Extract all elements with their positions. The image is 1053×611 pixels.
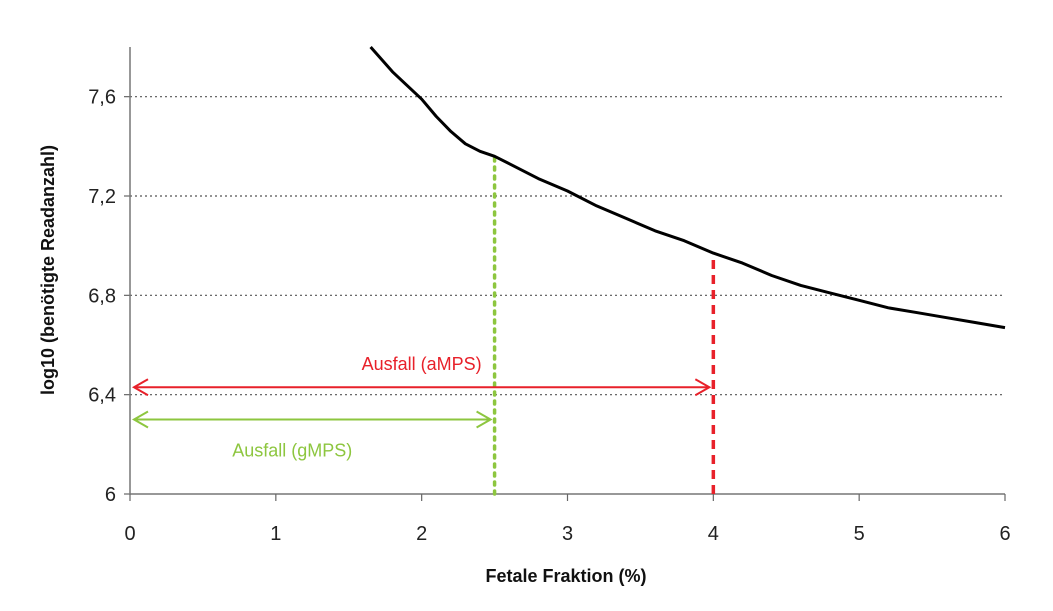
- y-tick-label: 7,2: [88, 186, 116, 208]
- x-axis-title: Fetale Fraktion (%): [485, 566, 646, 586]
- y-tick-label: 6,8: [88, 285, 116, 307]
- vertical-markers: [492, 154, 716, 496]
- x-tick-label: 3: [562, 523, 573, 545]
- annotation-label: Ausfall (aMPS): [362, 354, 482, 374]
- annotation-arrowhead-left: [131, 410, 149, 429]
- x-tick-label: 2: [416, 523, 427, 545]
- series: [369, 46, 1006, 330]
- x-tick-label: 1: [270, 523, 281, 545]
- y-tick-label: 6,4: [88, 385, 116, 407]
- x-tick-label: 0: [124, 523, 135, 545]
- x-tick-label: 6: [999, 523, 1010, 545]
- y-axis-title: log10 (benötigte Readanzahl): [38, 145, 58, 395]
- annotation-arrowhead-left: [131, 378, 149, 397]
- y-tick-label: 6: [105, 484, 116, 506]
- series-line: [369, 46, 1006, 330]
- gridlines: [124, 96, 1005, 495]
- x-tick-label: 4: [708, 523, 719, 545]
- annotation-arrowhead-right: [694, 378, 712, 397]
- axes: [129, 47, 1005, 495]
- y-tick-labels: 6 6,4 6,8 7,2 7,6: [88, 87, 116, 506]
- annotation-label: Ausfall (gMPS): [232, 441, 352, 461]
- annotation-arrowhead-right: [476, 410, 493, 429]
- y-tick-label: 7,6: [88, 87, 116, 109]
- x-tick-label: 5: [854, 523, 865, 545]
- x-tick-labels: 0 1 2 3 4 5 6: [124, 494, 1011, 545]
- annotations: Ausfall (aMPS) Ausfall (gMPS): [131, 354, 712, 461]
